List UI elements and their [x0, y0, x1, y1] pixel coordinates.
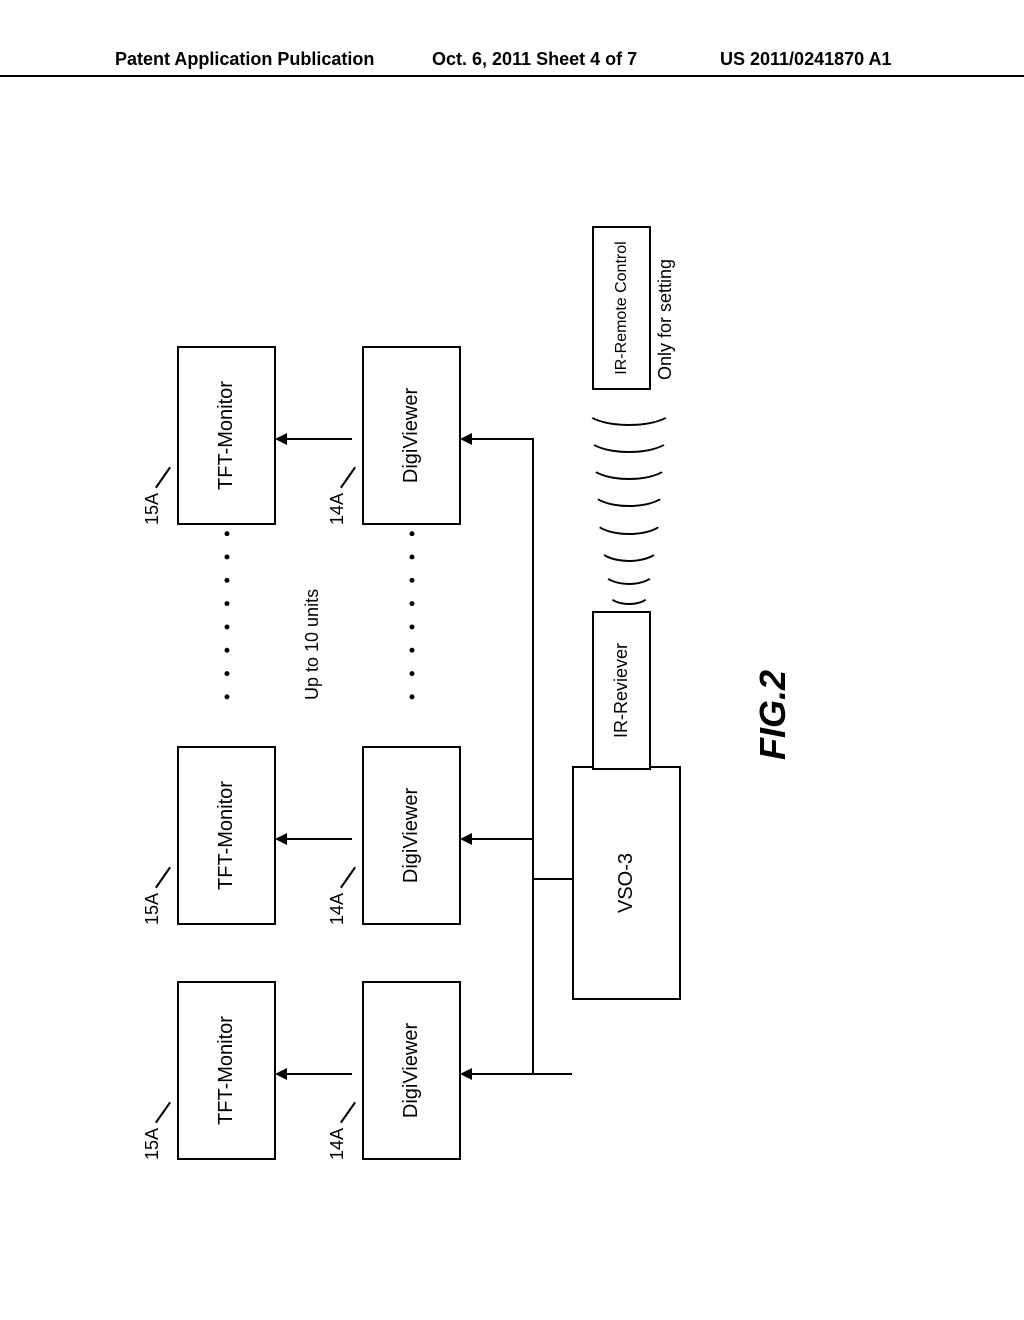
dots-bottom: • • • • • • • • [402, 525, 423, 700]
arrow-3a [287, 438, 352, 440]
ref-15a-2: 15A [142, 893, 163, 925]
arrow-3b [472, 438, 532, 440]
ir-receiver-label: IR-Reviever [611, 643, 632, 738]
ref-line-3b [340, 467, 356, 489]
ref-line-1 [155, 1102, 171, 1124]
ref-14a-2: 14A [327, 893, 348, 925]
header-right: US 2011/0241870 A1 [720, 49, 891, 70]
ref-14a-3: 14A [327, 493, 348, 525]
digi-box-2: DigiViewer [362, 746, 461, 925]
arrow-1a [287, 1073, 352, 1075]
tft-label-2: TFT-Monitor [215, 781, 238, 890]
digi-box-1: DigiViewer [362, 981, 461, 1160]
vso-box: VSO-3 [572, 766, 681, 1000]
digi-label-1: DigiViewer [400, 1023, 423, 1118]
bus-drop-left [532, 1073, 572, 1075]
ir-remote-label: IR-Remote Control [613, 241, 631, 374]
remote-note: Only for setting [655, 259, 676, 380]
ref-line-1b [340, 1102, 356, 1124]
center-text: Up to 10 units [302, 589, 323, 700]
arrow-head-1a [275, 1068, 287, 1080]
digi-label-3: DigiViewer [400, 388, 423, 483]
arrow-head-2a [275, 833, 287, 845]
vso-label: VSO-3 [615, 853, 638, 913]
ref-15a-3: 15A [142, 493, 163, 525]
dots-top: • • • • • • • • [217, 525, 238, 700]
header-left: Patent Application Publication [115, 49, 374, 70]
ref-line-2b [340, 867, 356, 889]
digi-label-2: DigiViewer [400, 788, 423, 883]
tft-box-2: TFT-Monitor [177, 746, 276, 925]
vso-feed [532, 878, 572, 880]
ir-receiver-box: IR-Reviever [592, 611, 651, 770]
tft-label-3: TFT-Monitor [215, 381, 238, 490]
arrow-2b [472, 838, 532, 840]
digi-box-3: DigiViewer [362, 346, 461, 525]
figure-wrapper: 15A TFT-Monitor 14A DigiViewer 15A TFT-M… [132, 220, 892, 1180]
ref-14a-1: 14A [327, 1128, 348, 1160]
tft-box-3: TFT-Monitor [177, 346, 276, 525]
arrow-head-2b [460, 833, 472, 845]
arrow-head-3a [275, 433, 287, 445]
ir-remote-box: IR-Remote Control [592, 226, 651, 390]
arrow-head-1b [460, 1068, 472, 1080]
tft-label-1: TFT-Monitor [215, 1016, 238, 1125]
ref-line-3 [155, 467, 171, 489]
header-center: Oct. 6, 2011 Sheet 4 of 7 [432, 49, 637, 70]
tft-box-1: TFT-Monitor [177, 981, 276, 1160]
ref-15a-1: 15A [142, 1128, 163, 1160]
arrow-head-3b [460, 433, 472, 445]
figure-label: FIG.2 [752, 670, 794, 760]
ref-line-2 [155, 867, 171, 889]
arrow-2a [287, 838, 352, 840]
bus-line [532, 438, 534, 1075]
page-header: Patent Application Publication Oct. 6, 2… [0, 75, 1024, 107]
